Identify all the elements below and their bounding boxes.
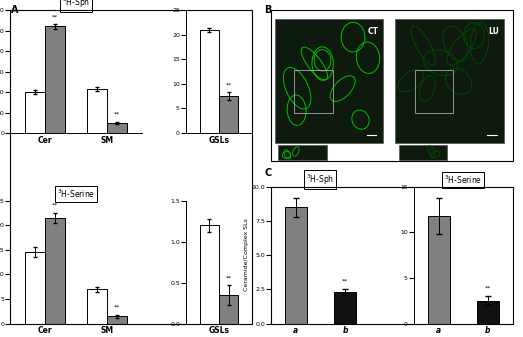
- Text: CT: CT: [368, 27, 379, 36]
- Bar: [334, 292, 356, 324]
- FancyBboxPatch shape: [395, 19, 504, 143]
- Bar: [25, 92, 45, 133]
- Bar: [45, 218, 65, 324]
- Bar: [285, 207, 307, 324]
- Text: LU: LU: [488, 27, 499, 36]
- Text: C: C: [264, 168, 271, 179]
- Text: **: **: [115, 112, 121, 117]
- Bar: [25, 252, 45, 324]
- Text: **: **: [225, 275, 232, 280]
- Title: $^3$H-Serine: $^3$H-Serine: [444, 174, 482, 186]
- Bar: [200, 30, 219, 133]
- Bar: [219, 96, 238, 133]
- Bar: [87, 89, 107, 133]
- Text: **: **: [52, 203, 58, 208]
- Text: **: **: [225, 82, 232, 87]
- Bar: [45, 27, 65, 133]
- Bar: [428, 216, 450, 324]
- Text: **: **: [52, 14, 58, 20]
- FancyBboxPatch shape: [278, 145, 327, 160]
- Bar: [107, 123, 128, 133]
- Text: A: A: [10, 5, 18, 15]
- Title: $^3$H-Sph: $^3$H-Sph: [306, 172, 335, 187]
- Text: **: **: [485, 286, 491, 290]
- Bar: [219, 295, 238, 324]
- Title: $^3$H-Serine: $^3$H-Serine: [57, 187, 95, 200]
- FancyBboxPatch shape: [275, 19, 383, 143]
- Text: **: **: [115, 305, 121, 310]
- Bar: [87, 289, 107, 324]
- Title: $^3$H-Sph: $^3$H-Sph: [62, 0, 90, 10]
- Bar: [477, 301, 499, 324]
- Y-axis label: Ceramide/Complex SLs: Ceramide/Complex SLs: [244, 219, 248, 292]
- FancyBboxPatch shape: [399, 145, 447, 160]
- Bar: [200, 225, 219, 324]
- Text: **: **: [342, 279, 348, 284]
- Bar: [107, 316, 128, 324]
- Text: B: B: [264, 5, 271, 15]
